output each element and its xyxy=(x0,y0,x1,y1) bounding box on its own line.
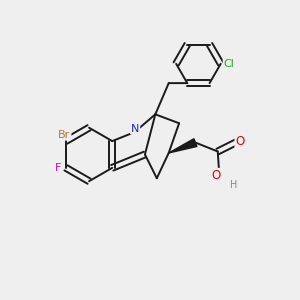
Text: Br: Br xyxy=(58,130,70,140)
Text: O: O xyxy=(236,135,245,148)
Text: Cl: Cl xyxy=(224,59,235,69)
Text: O: O xyxy=(211,169,220,182)
Text: N: N xyxy=(131,124,139,134)
Text: F: F xyxy=(54,163,61,173)
Polygon shape xyxy=(169,139,197,153)
Text: H: H xyxy=(230,180,238,190)
